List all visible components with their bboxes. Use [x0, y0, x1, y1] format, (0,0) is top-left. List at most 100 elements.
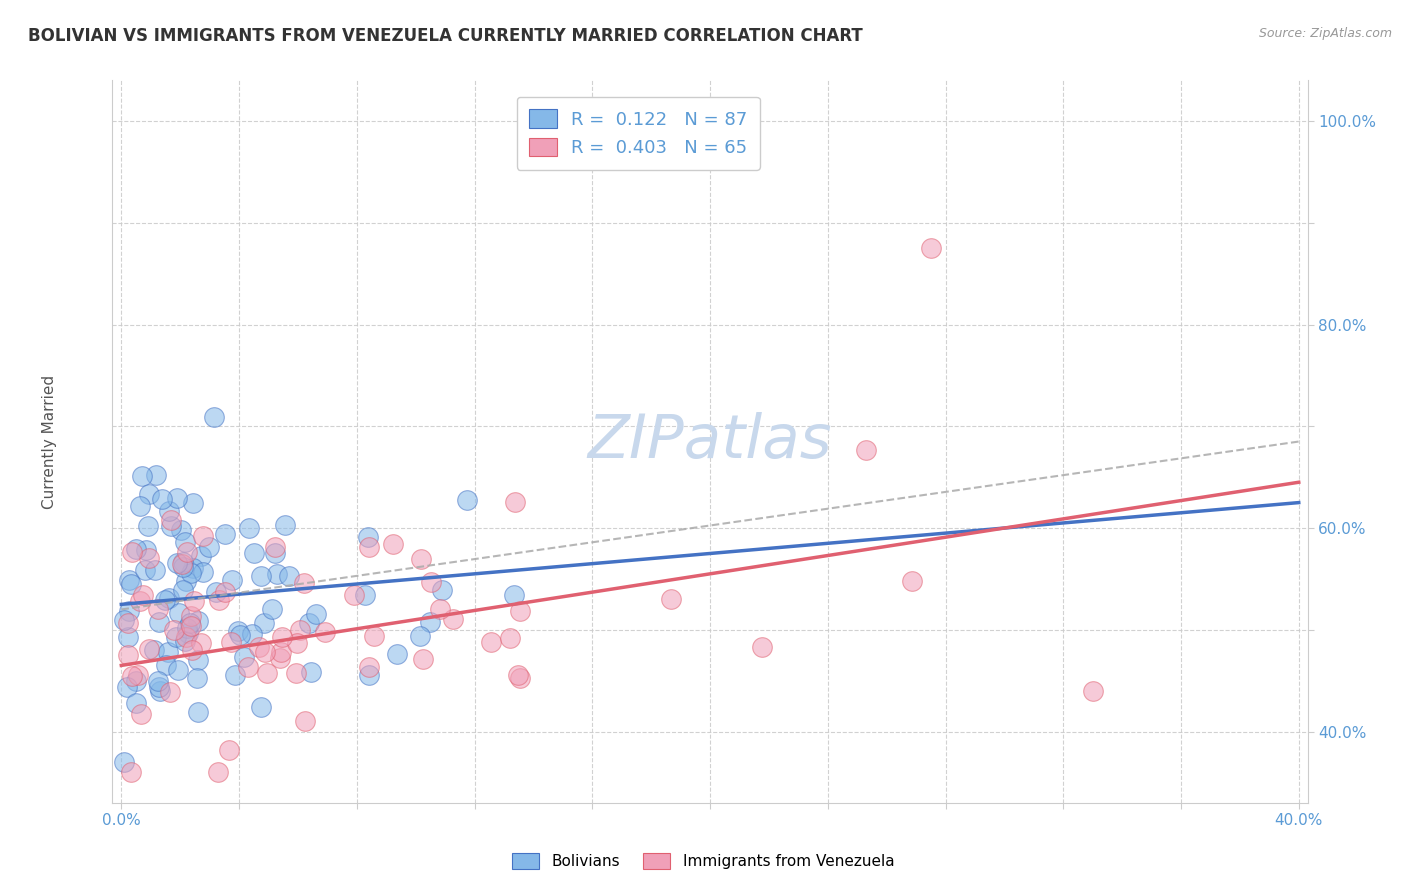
- Point: [187, 653, 209, 667]
- Point: [112, 756, 135, 770]
- Point: [115, 680, 138, 694]
- Point: [1081, 684, 1104, 698]
- Point: [855, 442, 877, 457]
- Point: [191, 529, 214, 543]
- Point: [187, 705, 209, 719]
- Point: [172, 559, 194, 574]
- Point: [174, 633, 197, 648]
- Point: [219, 634, 242, 648]
- Point: [214, 585, 236, 599]
- Point: [153, 593, 176, 607]
- Point: [138, 550, 160, 565]
- Point: [238, 521, 260, 535]
- Point: [157, 503, 180, 517]
- Point: [135, 542, 157, 557]
- Point: [343, 588, 366, 602]
- Point: [120, 765, 142, 780]
- Point: [274, 518, 297, 533]
- Point: [266, 567, 288, 582]
- Point: [420, 574, 443, 589]
- Point: [354, 588, 377, 602]
- Point: [249, 569, 271, 583]
- Point: [181, 496, 204, 510]
- Point: [129, 499, 152, 513]
- Point: [125, 674, 148, 689]
- Point: [262, 602, 284, 616]
- Point: [180, 643, 202, 657]
- Point: [172, 583, 194, 598]
- Point: [294, 714, 316, 729]
- Point: [288, 623, 311, 637]
- Point: [269, 651, 291, 665]
- Point: [121, 669, 143, 683]
- Point: [920, 241, 942, 255]
- Text: ZIPatlas: ZIPatlas: [588, 412, 832, 471]
- Legend: Bolivians, Immigrants from Venezuela: Bolivians, Immigrants from Venezuela: [506, 847, 900, 875]
- Point: [181, 561, 204, 575]
- Point: [214, 527, 236, 541]
- Point: [138, 641, 160, 656]
- Point: [264, 546, 287, 560]
- Point: [218, 743, 240, 757]
- Point: [148, 615, 170, 630]
- Point: [166, 556, 188, 570]
- Point: [148, 680, 170, 694]
- Text: BOLIVIAN VS IMMIGRANTS FROM VENEZUELA CURRENTLY MARRIED CORRELATION CHART: BOLIVIAN VS IMMIGRANTS FROM VENEZUELA CU…: [28, 27, 863, 45]
- Point: [170, 557, 193, 571]
- Point: [143, 563, 166, 577]
- Point: [363, 629, 385, 643]
- Point: [208, 593, 231, 607]
- Point: [166, 663, 188, 677]
- Point: [127, 668, 149, 682]
- Point: [190, 549, 212, 563]
- Point: [117, 631, 139, 645]
- Y-axis label: Currently Married: Currently Married: [42, 375, 56, 508]
- Point: [298, 616, 321, 631]
- Point: [751, 640, 773, 655]
- Point: [357, 530, 380, 544]
- Point: [179, 616, 201, 631]
- Point: [163, 624, 186, 638]
- Point: [228, 624, 250, 638]
- Point: [125, 696, 148, 710]
- Point: [305, 607, 328, 621]
- Point: [240, 626, 263, 640]
- Point: [901, 574, 924, 588]
- Point: [357, 659, 380, 673]
- Point: [503, 495, 526, 509]
- Point: [314, 625, 336, 640]
- Point: [118, 604, 141, 618]
- Point: [150, 491, 173, 506]
- Point: [187, 614, 209, 628]
- Point: [193, 566, 215, 580]
- Point: [659, 592, 682, 607]
- Point: [117, 615, 139, 630]
- Point: [285, 666, 308, 681]
- Point: [250, 699, 273, 714]
- Point: [224, 668, 246, 682]
- Point: [176, 545, 198, 559]
- Legend: R =  0.122   N = 87, R =  0.403   N = 65: R = 0.122 N = 87, R = 0.403 N = 65: [517, 96, 759, 169]
- Point: [159, 519, 181, 533]
- Point: [173, 534, 195, 549]
- Point: [503, 588, 526, 602]
- Point: [299, 665, 322, 679]
- Point: [174, 630, 197, 644]
- Point: [411, 552, 433, 566]
- Point: [174, 574, 197, 588]
- Point: [128, 594, 150, 608]
- Point: [357, 667, 380, 681]
- Point: [202, 409, 225, 424]
- Point: [456, 492, 478, 507]
- Point: [121, 545, 143, 559]
- Point: [190, 636, 212, 650]
- Point: [159, 685, 181, 699]
- Text: Source: ZipAtlas.com: Source: ZipAtlas.com: [1258, 27, 1392, 40]
- Point: [157, 591, 180, 605]
- Point: [429, 602, 451, 616]
- Point: [357, 541, 380, 555]
- Point: [385, 647, 408, 661]
- Point: [180, 619, 202, 633]
- Point: [183, 594, 205, 608]
- Point: [233, 650, 256, 665]
